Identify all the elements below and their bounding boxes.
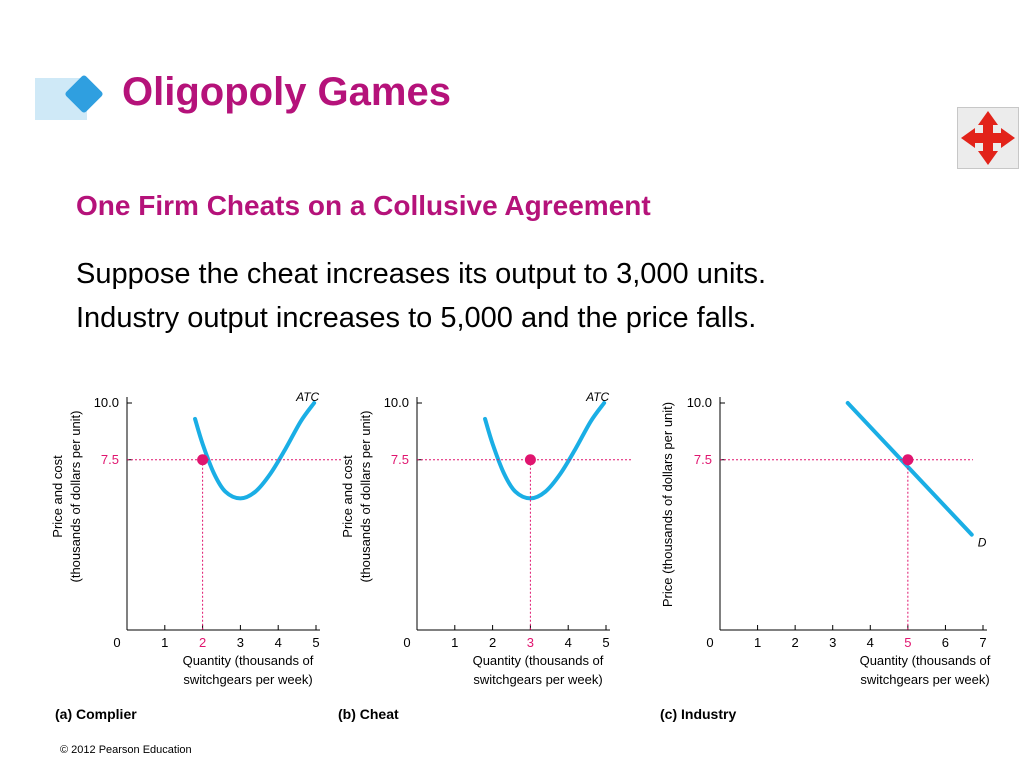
x-tick-label: 6 xyxy=(942,635,949,650)
panel-label-cheat: (b) Cheat xyxy=(338,706,399,722)
x-tick-label: 2 xyxy=(792,635,799,650)
chart-area: 0 1 2 3 4 5 7.5 10.0 ATC Quantity (thousands of sw… xyxy=(50,390,991,687)
y-axis-label: Price (thousands of dollars per unit) xyxy=(660,402,675,607)
x-tick-label: 0 xyxy=(403,635,410,650)
x-tick-label: 4 xyxy=(275,635,282,650)
equilibrium-point xyxy=(197,454,209,466)
x-axis-label-line-2: switchgears per week) xyxy=(860,672,989,687)
x-tick-label: 3 xyxy=(829,635,836,650)
copyright-footer: © 2012 Pearson Education xyxy=(60,744,192,756)
x-tick-label: 4 xyxy=(565,635,572,650)
y-tick-label: 10.0 xyxy=(94,395,119,410)
y-axis-label-line-2: (thousands of dollars per unit) xyxy=(358,411,373,583)
x-tick-label: 0 xyxy=(113,635,120,650)
y-tick-label: 10.0 xyxy=(384,395,409,410)
x-tick-label: 3 xyxy=(527,635,534,650)
x-tick-label: 4 xyxy=(867,635,874,650)
series-label: ATC xyxy=(585,390,609,404)
x-tick-label: 1 xyxy=(161,635,168,650)
body-text-line-2: Industry output increases to 5,000 and t… xyxy=(76,302,757,334)
equilibrium-point xyxy=(524,454,536,466)
x-axis-label-line-1: Quantity (thousands of xyxy=(473,653,604,668)
x-tick-label: 5 xyxy=(602,635,609,650)
panel-label-complier: (a) Complier xyxy=(55,706,137,722)
x-tick-label: 5 xyxy=(312,635,319,650)
x-axis-label-line-1: Quantity (thousands of xyxy=(183,653,314,668)
y-tick-label: 7.5 xyxy=(391,452,409,467)
x-tick-label: 2 xyxy=(199,635,206,650)
series-line-atc xyxy=(483,401,607,501)
body-text-line-1: Suppose the cheat increases its output t… xyxy=(76,258,767,290)
series-label: ATC xyxy=(295,390,319,404)
navigation-button[interactable] xyxy=(957,107,1019,169)
x-tick-label: 0 xyxy=(706,635,713,650)
x-tick-label: 3 xyxy=(237,635,244,650)
slide-subtitle: One Firm Cheats on a Collusive Agreement xyxy=(76,190,651,221)
y-tick-label: 7.5 xyxy=(101,452,119,467)
slide-title: Oligopoly Games xyxy=(122,70,451,114)
x-tick-label: 1 xyxy=(451,635,458,650)
y-tick-label: 10.0 xyxy=(687,395,712,410)
series-label: D xyxy=(978,536,987,550)
x-tick-label: 2 xyxy=(489,635,496,650)
x-tick-label: 1 xyxy=(754,635,761,650)
panel-label-industry: (c) Industry xyxy=(660,706,737,722)
x-axis-label-line-2: switchgears per week) xyxy=(183,672,312,687)
y-axis-label-line-2: (thousands of dollars per unit) xyxy=(68,411,83,583)
y-axis-label-line-1: Price and cost xyxy=(50,455,65,538)
x-axis-label-line-2: switchgears per week) xyxy=(473,672,602,687)
four-way-arrows-icon xyxy=(961,111,1015,165)
x-axis-label-line-1: Quantity (thousands of xyxy=(860,653,991,668)
y-axis-label-line-1: Price and cost xyxy=(340,455,355,538)
series-line-atc xyxy=(193,401,317,501)
y-tick-label: 7.5 xyxy=(694,452,712,467)
equilibrium-point xyxy=(902,454,914,466)
series-line-d xyxy=(845,401,974,537)
x-tick-label: 5 xyxy=(904,635,911,650)
x-tick-label: 7 xyxy=(979,635,986,650)
